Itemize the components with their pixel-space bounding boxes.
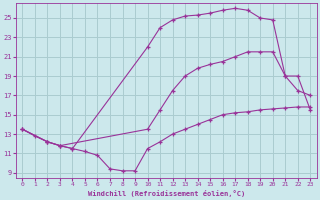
X-axis label: Windchill (Refroidissement éolien,°C): Windchill (Refroidissement éolien,°C): [88, 190, 245, 197]
